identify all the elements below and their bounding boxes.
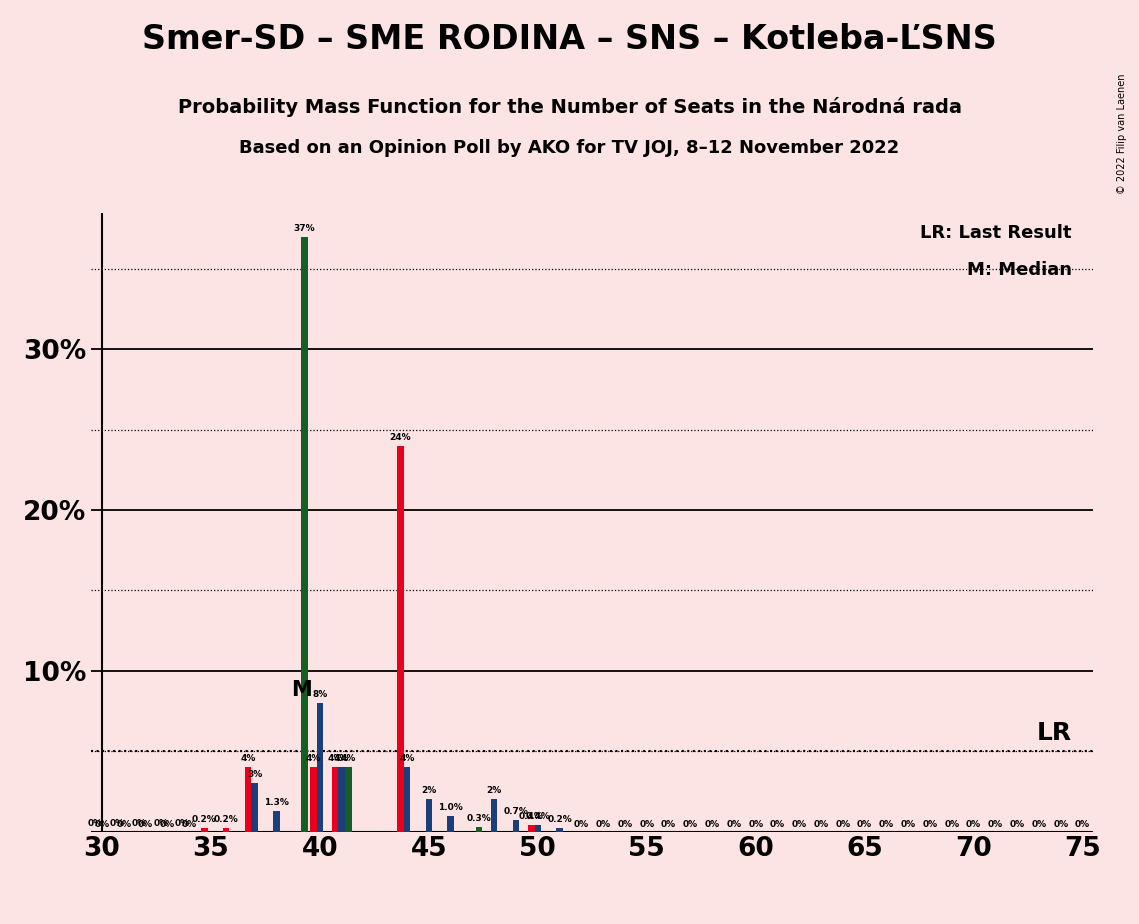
Bar [317, 703, 323, 832]
Bar [223, 829, 229, 832]
Text: 0%: 0% [596, 821, 611, 829]
Text: 0%: 0% [175, 819, 190, 828]
Text: 0%: 0% [109, 819, 125, 828]
Bar [404, 767, 410, 832]
Text: 0%: 0% [705, 821, 720, 829]
Text: 0%: 0% [923, 821, 937, 829]
Bar [273, 810, 279, 832]
Text: 4%: 4% [334, 754, 350, 763]
Text: Smer-SD – SME RODINA – SNS – Kotleba-ĽSNS: Smer-SD – SME RODINA – SNS – Kotleba-ĽSN… [142, 23, 997, 56]
Text: 4%: 4% [305, 754, 321, 763]
Text: 0%: 0% [95, 821, 109, 829]
Text: LR: LR [1036, 721, 1072, 745]
Text: 0.4%: 0.4% [525, 812, 550, 821]
Text: 0.2%: 0.2% [547, 815, 572, 824]
Text: M: M [290, 680, 312, 699]
Bar [556, 829, 563, 832]
Text: 0%: 0% [879, 821, 894, 829]
Text: 2%: 2% [486, 786, 502, 796]
Text: 0%: 0% [813, 821, 829, 829]
Bar [476, 827, 482, 832]
Text: 4%: 4% [400, 754, 415, 763]
Bar [513, 821, 519, 832]
Text: Probability Mass Function for the Number of Seats in the Národná rada: Probability Mass Function for the Number… [178, 97, 961, 117]
Text: 1.0%: 1.0% [439, 803, 464, 811]
Text: 2%: 2% [421, 786, 436, 796]
Bar [426, 799, 432, 832]
Text: 4%: 4% [240, 754, 255, 763]
Text: 0%: 0% [857, 821, 872, 829]
Bar [491, 799, 498, 832]
Text: 0%: 0% [1054, 821, 1068, 829]
Bar [338, 767, 345, 832]
Text: 0%: 0% [1075, 821, 1090, 829]
Text: 0%: 0% [639, 821, 654, 829]
Text: 0%: 0% [88, 819, 103, 828]
Text: © 2022 Filip van Laenen: © 2022 Filip van Laenen [1117, 74, 1126, 194]
Text: M: Median: M: Median [967, 261, 1072, 279]
Text: 3%: 3% [247, 771, 262, 779]
Bar [302, 237, 308, 832]
Text: 0%: 0% [661, 821, 677, 829]
Bar [534, 825, 541, 832]
Text: 0%: 0% [154, 819, 169, 828]
Text: 0%: 0% [1032, 821, 1047, 829]
Text: 1.3%: 1.3% [264, 797, 289, 807]
Bar [345, 767, 352, 832]
Bar [398, 445, 404, 832]
Bar [245, 767, 252, 832]
Text: 0%: 0% [748, 821, 763, 829]
Text: 0.2%: 0.2% [214, 815, 238, 824]
Text: 0%: 0% [131, 819, 147, 828]
Text: 0%: 0% [988, 821, 1003, 829]
Text: 0%: 0% [574, 821, 589, 829]
Text: 0.2%: 0.2% [192, 815, 216, 824]
Text: 0%: 0% [901, 821, 916, 829]
Text: 0.7%: 0.7% [503, 808, 528, 816]
Text: 4%: 4% [328, 754, 343, 763]
Bar [528, 825, 534, 832]
Bar [202, 829, 207, 832]
Text: 24%: 24% [390, 432, 411, 442]
Bar [252, 784, 257, 832]
Text: 0%: 0% [944, 821, 959, 829]
Text: 0%: 0% [966, 821, 981, 829]
Bar [448, 816, 454, 832]
Bar [331, 767, 338, 832]
Text: 0%: 0% [159, 821, 175, 829]
Text: 0%: 0% [792, 821, 806, 829]
Text: 0%: 0% [617, 821, 632, 829]
Text: 0%: 0% [770, 821, 785, 829]
Text: 0%: 0% [682, 821, 698, 829]
Text: 0%: 0% [727, 821, 741, 829]
Text: 0%: 0% [138, 821, 153, 829]
Text: 0.4%: 0.4% [519, 812, 543, 821]
Text: 37%: 37% [294, 224, 316, 233]
Text: 0%: 0% [181, 821, 197, 829]
Text: 8%: 8% [312, 690, 328, 699]
Text: 0.3%: 0.3% [467, 814, 491, 822]
Text: Based on an Opinion Poll by AKO for TV JOJ, 8–12 November 2022: Based on an Opinion Poll by AKO for TV J… [239, 139, 900, 156]
Text: 0%: 0% [1009, 821, 1025, 829]
Text: 0%: 0% [116, 821, 131, 829]
Bar [310, 767, 317, 832]
Text: 4%: 4% [341, 754, 355, 763]
Text: LR: Last Result: LR: Last Result [920, 224, 1072, 242]
Text: 0%: 0% [835, 821, 851, 829]
